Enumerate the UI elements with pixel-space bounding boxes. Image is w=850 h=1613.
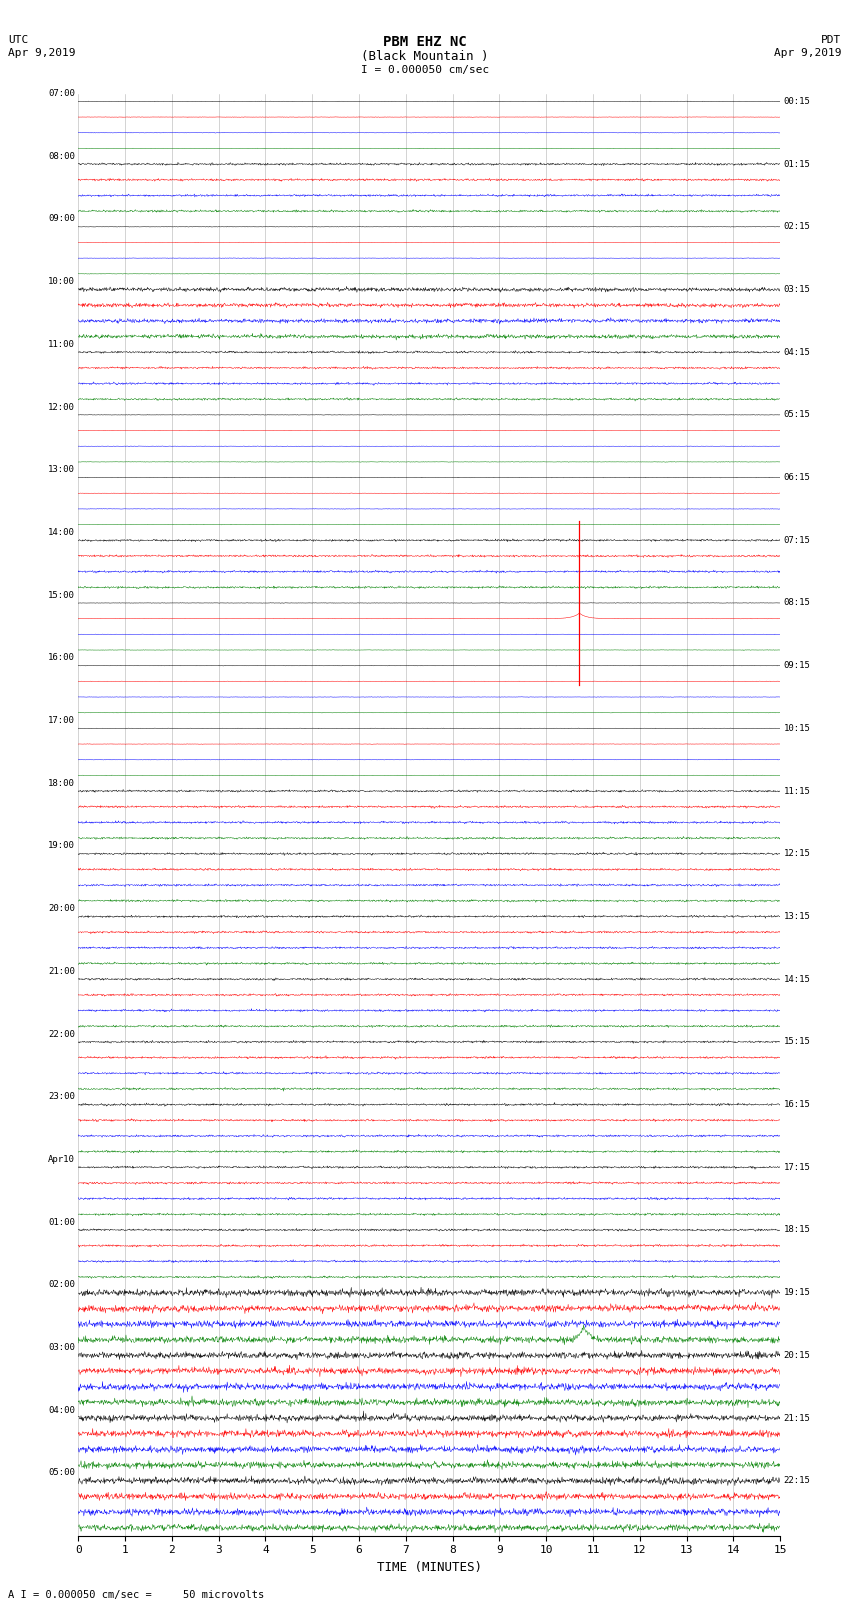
- Text: 12:00: 12:00: [48, 403, 75, 411]
- Text: 21:00: 21:00: [48, 966, 75, 976]
- Text: 03:15: 03:15: [784, 286, 811, 294]
- Text: 05:15: 05:15: [784, 410, 811, 419]
- Text: 17:00: 17:00: [48, 716, 75, 724]
- Text: 18:15: 18:15: [784, 1226, 811, 1234]
- Text: 16:15: 16:15: [784, 1100, 811, 1110]
- Text: (Black Mountain ): (Black Mountain ): [361, 50, 489, 63]
- Text: 04:15: 04:15: [784, 348, 811, 356]
- Text: 17:15: 17:15: [784, 1163, 811, 1171]
- Text: 19:00: 19:00: [48, 842, 75, 850]
- Text: 19:15: 19:15: [784, 1289, 811, 1297]
- Text: I = 0.000050 cm/sec: I = 0.000050 cm/sec: [361, 65, 489, 74]
- Text: Apr10: Apr10: [48, 1155, 75, 1165]
- Text: 22:00: 22:00: [48, 1029, 75, 1039]
- Text: 02:15: 02:15: [784, 223, 811, 231]
- Text: 10:15: 10:15: [784, 724, 811, 732]
- Text: 08:15: 08:15: [784, 598, 811, 608]
- Text: 22:15: 22:15: [784, 1476, 811, 1486]
- Text: 03:00: 03:00: [48, 1344, 75, 1352]
- Text: 01:15: 01:15: [784, 160, 811, 169]
- Text: 18:00: 18:00: [48, 779, 75, 787]
- Text: 04:00: 04:00: [48, 1405, 75, 1415]
- Text: 00:15: 00:15: [784, 97, 811, 106]
- Text: 01:00: 01:00: [48, 1218, 75, 1226]
- Text: 14:15: 14:15: [784, 974, 811, 984]
- Text: UTC: UTC: [8, 35, 29, 45]
- Text: 02:00: 02:00: [48, 1281, 75, 1289]
- Text: 10:00: 10:00: [48, 277, 75, 286]
- Text: 15:15: 15:15: [784, 1037, 811, 1047]
- Text: 21:15: 21:15: [784, 1413, 811, 1423]
- Text: Apr 9,2019: Apr 9,2019: [774, 48, 842, 58]
- Text: 23:00: 23:00: [48, 1092, 75, 1102]
- Text: 13:00: 13:00: [48, 465, 75, 474]
- Text: 12:15: 12:15: [784, 850, 811, 858]
- Text: A I = 0.000050 cm/sec =     50 microvolts: A I = 0.000050 cm/sec = 50 microvolts: [8, 1590, 264, 1600]
- Text: Apr 9,2019: Apr 9,2019: [8, 48, 76, 58]
- Text: 05:00: 05:00: [48, 1468, 75, 1478]
- X-axis label: TIME (MINUTES): TIME (MINUTES): [377, 1561, 482, 1574]
- Text: 09:15: 09:15: [784, 661, 811, 669]
- Text: 09:00: 09:00: [48, 215, 75, 224]
- Text: PDT: PDT: [821, 35, 842, 45]
- Text: 20:00: 20:00: [48, 905, 75, 913]
- Text: 07:15: 07:15: [784, 536, 811, 545]
- Text: 13:15: 13:15: [784, 911, 811, 921]
- Text: 20:15: 20:15: [784, 1350, 811, 1360]
- Text: 07:00: 07:00: [48, 89, 75, 98]
- Text: PBM EHZ NC: PBM EHZ NC: [383, 35, 467, 50]
- Text: 14:00: 14:00: [48, 527, 75, 537]
- Text: 06:15: 06:15: [784, 473, 811, 482]
- Text: 08:00: 08:00: [48, 152, 75, 161]
- Text: 16:00: 16:00: [48, 653, 75, 663]
- Text: 11:00: 11:00: [48, 340, 75, 348]
- Text: 15:00: 15:00: [48, 590, 75, 600]
- Text: 11:15: 11:15: [784, 787, 811, 795]
